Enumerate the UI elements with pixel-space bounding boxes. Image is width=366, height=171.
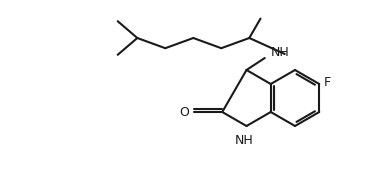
Text: NH: NH	[235, 134, 254, 147]
Text: NH: NH	[271, 47, 290, 60]
Text: F: F	[324, 76, 331, 89]
Text: O: O	[179, 106, 189, 119]
